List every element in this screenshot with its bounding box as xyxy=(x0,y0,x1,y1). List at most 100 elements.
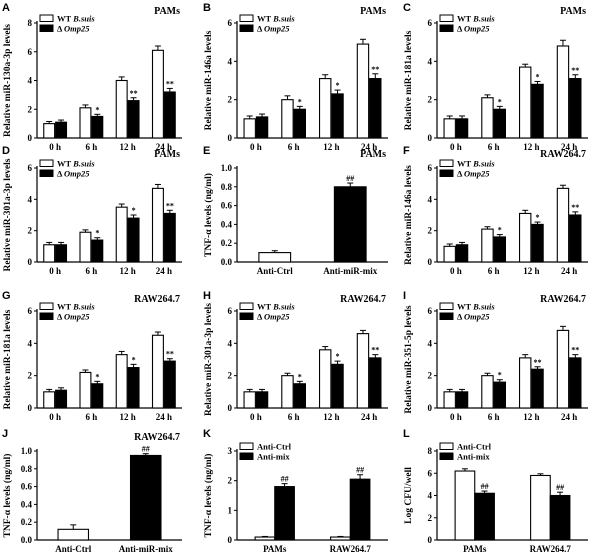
legend-swatch xyxy=(39,302,54,310)
legend-label: Δ Omp25 xyxy=(457,169,490,179)
bar xyxy=(454,470,476,541)
bar xyxy=(55,389,68,409)
legend-label-prefix: WT xyxy=(257,14,273,24)
significance-label: ## xyxy=(481,482,489,491)
panel-letter: F xyxy=(403,145,410,157)
x-tick-label: 6 h xyxy=(85,412,97,422)
x-tick-label: 12 h xyxy=(119,412,135,422)
legend-label-italic: B.suis xyxy=(72,302,95,312)
y-tick-label: 0.4 xyxy=(21,499,33,509)
bar xyxy=(255,391,269,409)
chart-title: RAW264.7 xyxy=(134,294,180,305)
significance-label: * xyxy=(298,372,302,381)
legend-swatch xyxy=(439,442,454,450)
panel-E: E TNF-α levels (ng/ml) 0.0 0.2 0.4 0.6 0.8 1.0 P… xyxy=(203,145,388,276)
y-tick-label: 1 xyxy=(228,505,233,515)
legend-label-italic: Omp25 xyxy=(464,312,490,322)
x-tick-label: 24 h xyxy=(156,142,172,152)
legend-label-prefix: Δ xyxy=(57,312,64,322)
x-tick-label: 0 h xyxy=(250,412,262,422)
legend-label: WT B.suis xyxy=(257,14,295,24)
legend-swatch xyxy=(439,452,454,460)
x-tick-label: 0 h xyxy=(450,266,462,276)
legend-label-prefix: Anti-Ctrl xyxy=(257,442,292,452)
y-tick-label: 8 xyxy=(28,18,33,28)
legend-label-italic: B.suis xyxy=(472,159,495,169)
bar xyxy=(569,78,582,139)
chart-title: PAMs xyxy=(360,149,386,160)
legend-swatch xyxy=(439,302,454,310)
panel-letter: E xyxy=(203,145,210,157)
significance-label: ## xyxy=(356,466,364,475)
legend-swatch xyxy=(239,452,254,460)
bar xyxy=(163,360,176,409)
significance-label: * xyxy=(95,372,99,381)
legend-label-prefix: Anti-mix xyxy=(457,452,490,462)
bar xyxy=(43,244,56,263)
panel-letter: K xyxy=(203,428,211,440)
significance-label: * xyxy=(498,97,502,106)
significance-label: * xyxy=(336,81,340,90)
y-tick-label: 0.6 xyxy=(221,201,233,211)
panel-letter: A xyxy=(2,2,10,14)
bar xyxy=(493,381,506,409)
chart-title: PAMs xyxy=(154,6,180,17)
legend-swatch xyxy=(439,159,454,167)
legend-label: WT B.suis xyxy=(457,159,495,169)
y-tick-label: 0 xyxy=(28,133,33,143)
significance-label: ** xyxy=(571,346,579,355)
bar xyxy=(255,116,269,139)
bar xyxy=(356,333,370,409)
y-tick-label: 0.0 xyxy=(21,535,33,545)
bar xyxy=(333,186,367,263)
chart-title: RAW264.7 xyxy=(340,294,386,305)
legend-label-italic: Omp25 xyxy=(264,24,290,34)
x-tick-label: 0 h xyxy=(49,266,61,276)
significance-label: ** xyxy=(371,346,379,355)
bar xyxy=(151,49,164,139)
x-tick-label: 24 h xyxy=(561,412,577,422)
legend-label-italic: B.suis xyxy=(472,14,495,24)
x-tick-label: 12 h xyxy=(523,412,539,422)
x-tick-label: 6 h xyxy=(288,412,300,422)
significance-label: ** xyxy=(571,66,579,75)
x-tick-label: PAMs xyxy=(463,544,487,554)
y-axis-label: Relative miR-301a-3p levels xyxy=(204,303,214,416)
y-tick-label: 4 xyxy=(228,56,233,66)
y-tick-label: 2 xyxy=(28,371,33,381)
legend-label: Δ Omp25 xyxy=(257,24,290,34)
significance-label: * xyxy=(498,226,502,235)
bar xyxy=(243,391,256,409)
x-tick-label: 12 h xyxy=(323,142,339,152)
y-tick-label: 0.8 xyxy=(21,464,33,474)
chart-title: RAW264.7 xyxy=(134,432,180,443)
y-tick-label: 3 xyxy=(228,446,233,456)
bar xyxy=(556,329,570,409)
y-tick-label: 2 xyxy=(228,95,233,105)
bar xyxy=(493,236,506,263)
legend-label-prefix: Δ xyxy=(257,312,264,322)
bar xyxy=(518,66,532,139)
bar xyxy=(369,78,382,139)
x-tick-label: RAW264.7 xyxy=(330,544,372,554)
legend-label: Δ Omp25 xyxy=(457,312,490,322)
y-tick-label: 1.0 xyxy=(221,163,233,173)
legend-label-prefix: Δ xyxy=(257,24,264,34)
panel-G: G Relative miR-181a levels 0 2 4 6 RAW264.7 0 h… xyxy=(2,290,182,422)
legend-swatch xyxy=(439,24,454,32)
significance-label: * xyxy=(298,97,302,106)
significance-label: ## xyxy=(142,445,150,454)
bar xyxy=(274,486,295,541)
bar xyxy=(531,83,544,139)
bar xyxy=(43,391,56,409)
bar xyxy=(293,108,306,139)
legend-label-italic: Omp25 xyxy=(264,312,290,322)
y-tick-label: 2 xyxy=(28,226,33,236)
y-axis-label: TNF-α levels (ng/ml) xyxy=(203,173,214,257)
legend-swatch xyxy=(39,312,54,320)
bar xyxy=(151,334,164,409)
bar xyxy=(481,375,494,409)
legend-label: Δ Omp25 xyxy=(57,24,90,34)
x-tick-label: 0 h xyxy=(49,412,61,422)
bar xyxy=(127,100,140,139)
